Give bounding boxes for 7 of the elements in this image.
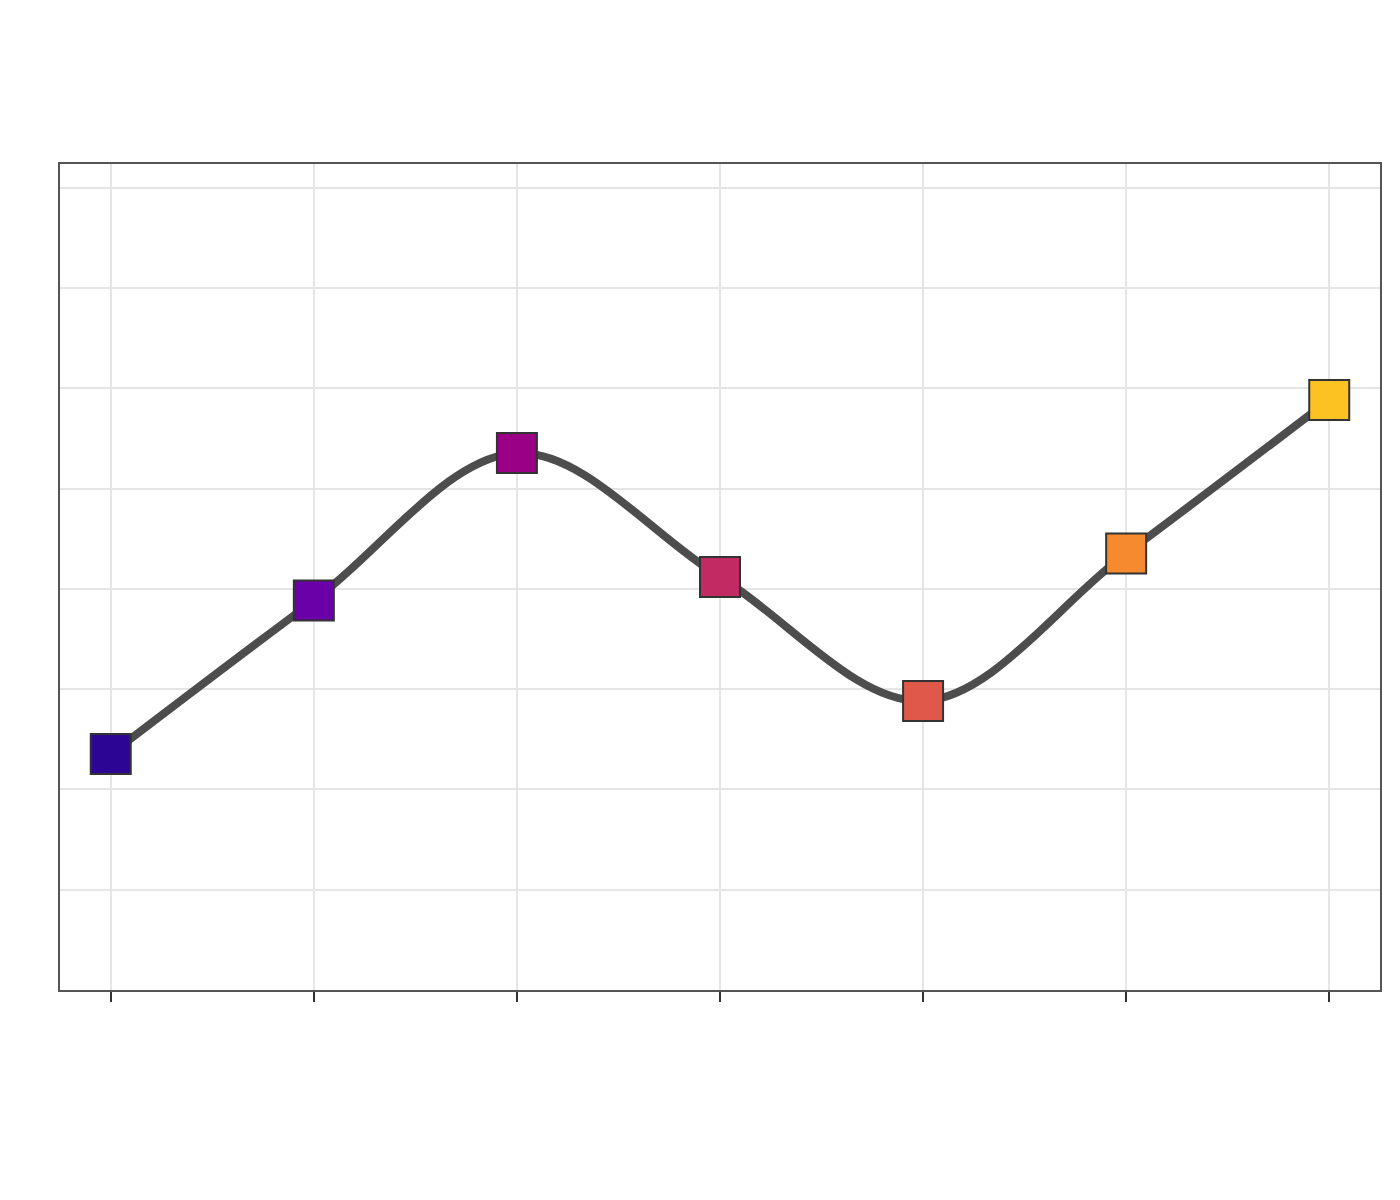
point (699, 556, 741, 598)
point (1105, 532, 1148, 575)
point (292, 579, 335, 622)
point (902, 679, 945, 722)
point (1308, 379, 1351, 421)
point (89, 733, 132, 775)
point (495, 432, 538, 475)
